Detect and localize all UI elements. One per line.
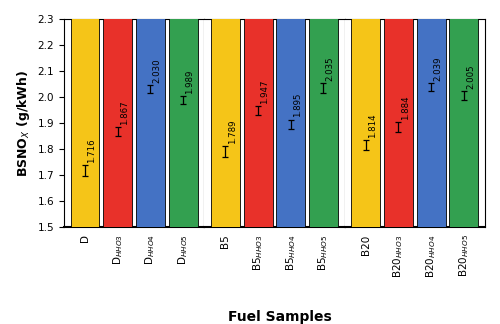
Text: 2.039: 2.039 [434, 56, 442, 81]
Bar [104, 0, 132, 227]
Bar [276, 0, 305, 227]
Text: 1.814: 1.814 [368, 113, 377, 138]
Bar [244, 0, 272, 227]
Text: 1.716: 1.716 [88, 139, 96, 163]
Text: 1.947: 1.947 [260, 79, 270, 104]
Text: 1.895: 1.895 [293, 93, 302, 117]
Bar [136, 0, 165, 227]
Bar [416, 0, 446, 227]
Bar [168, 0, 198, 227]
Text: 1.884: 1.884 [401, 96, 410, 120]
Bar [211, 0, 240, 227]
Text: 2.030: 2.030 [152, 59, 162, 83]
Text: 2.005: 2.005 [466, 65, 475, 89]
Text: 1.989: 1.989 [186, 69, 194, 94]
Text: 2.035: 2.035 [326, 56, 335, 81]
Bar [309, 0, 338, 227]
Y-axis label: BSNO$_X$ (g/kWh): BSNO$_X$ (g/kWh) [15, 69, 32, 177]
Text: 1.789: 1.789 [228, 120, 236, 144]
Bar [450, 0, 478, 227]
Bar [352, 0, 380, 227]
Text: 1.867: 1.867 [120, 100, 129, 125]
Text: Fuel Samples: Fuel Samples [228, 310, 332, 324]
Bar [384, 0, 413, 227]
Bar [70, 0, 100, 227]
